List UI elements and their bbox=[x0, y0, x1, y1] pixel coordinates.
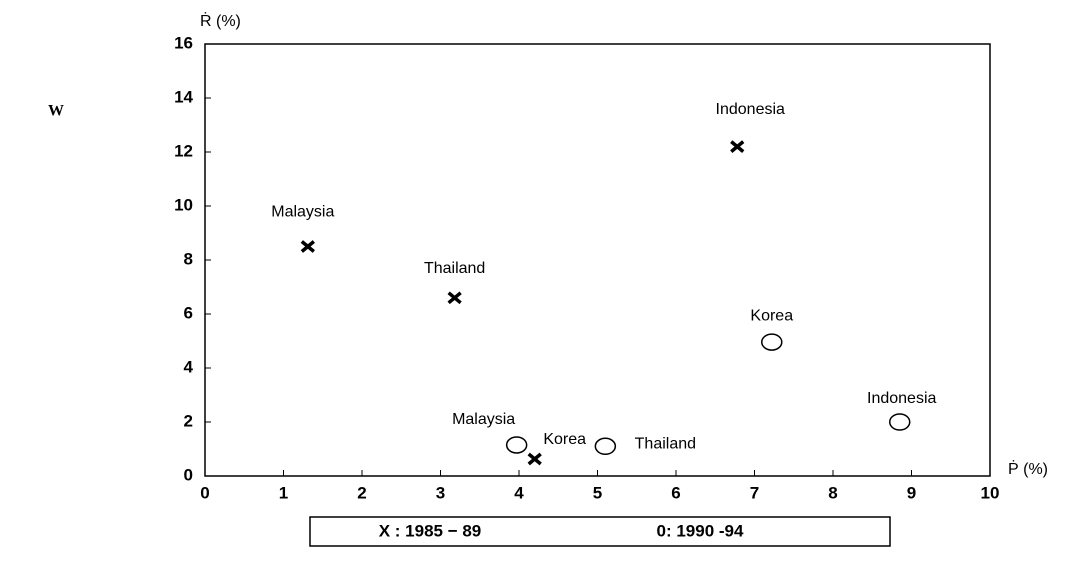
y-tick-label: 10 bbox=[174, 195, 193, 214]
point-label: Thailand bbox=[635, 436, 696, 453]
x-tick-label: 3 bbox=[436, 483, 445, 502]
plot-frame bbox=[204, 43, 991, 477]
y-tick-label: 12 bbox=[174, 141, 193, 160]
x-tick-label: 10 bbox=[981, 483, 1000, 502]
x-tick-label: 5 bbox=[593, 483, 602, 502]
x-tick-label: 4 bbox=[514, 483, 524, 502]
marker-x bbox=[447, 291, 462, 305]
y-tick-label: 8 bbox=[184, 249, 193, 268]
point-label: Indonesia bbox=[716, 101, 785, 118]
point-label: Korea bbox=[543, 431, 586, 448]
y-tick-label: 4 bbox=[184, 357, 194, 376]
legend-box bbox=[309, 516, 891, 547]
point-label: Malaysia bbox=[452, 411, 515, 428]
y-tick-label: 0 bbox=[184, 465, 193, 484]
y-tick-label: 16 bbox=[174, 33, 193, 52]
point-label: Thailand bbox=[424, 260, 485, 277]
y-tick-label: 6 bbox=[184, 303, 193, 322]
y-tick-label: 14 bbox=[174, 87, 193, 106]
point-label: Malaysia bbox=[271, 204, 334, 221]
legend-entry: X : 1985 − 89 bbox=[379, 521, 482, 540]
x-tick-label: 1 bbox=[279, 483, 288, 502]
x-tick-label: 6 bbox=[671, 483, 680, 502]
marker-x bbox=[527, 452, 542, 466]
annotation: W bbox=[48, 103, 64, 120]
x-axis-label: Ṗ (%) bbox=[1008, 459, 1048, 478]
y-tick-label: 2 bbox=[184, 411, 193, 430]
point-label: Indonesia bbox=[867, 390, 936, 407]
point-label: Korea bbox=[750, 307, 793, 324]
marker-o bbox=[888, 413, 911, 431]
x-tick-label: 8 bbox=[828, 483, 837, 502]
marker-x bbox=[300, 240, 315, 253]
x-tick-label: 7 bbox=[750, 483, 759, 502]
x-tick-label: 0 bbox=[200, 483, 209, 502]
y-axis-label: Ṙ (%) bbox=[200, 11, 241, 30]
marker-o bbox=[594, 437, 617, 456]
marker-o bbox=[505, 436, 528, 454]
x-tick-label: 2 bbox=[357, 483, 366, 502]
marker-o bbox=[761, 333, 783, 351]
marker-x bbox=[730, 140, 745, 153]
legend-entry: 0: 1990 -94 bbox=[657, 521, 744, 540]
x-tick-label: 9 bbox=[907, 483, 916, 502]
